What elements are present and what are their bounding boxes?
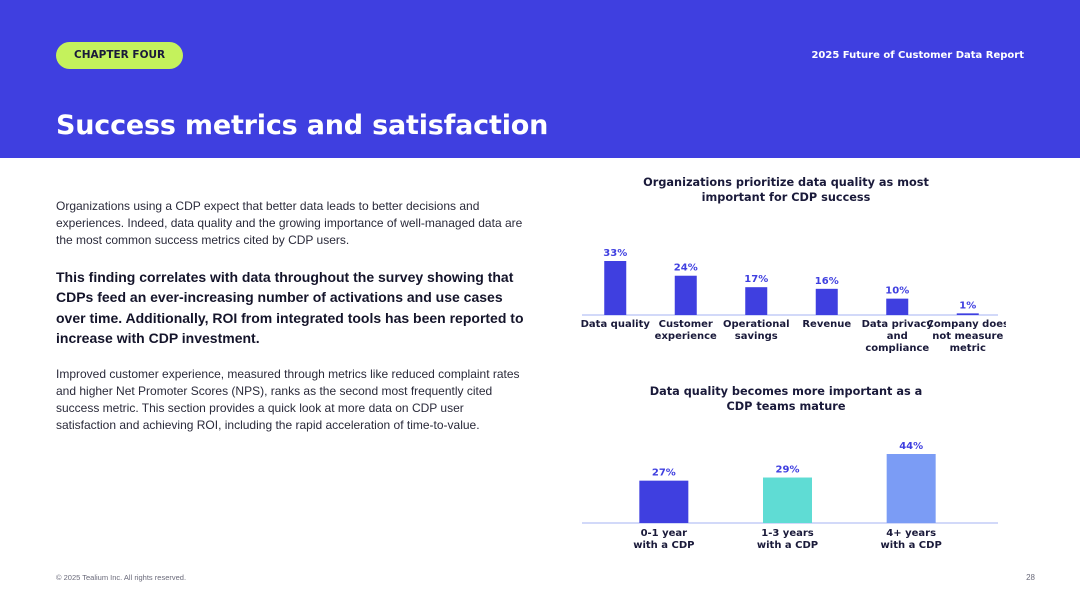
page-number: 28: [1026, 573, 1035, 582]
chart1-value-label: 10%: [885, 286, 909, 297]
chart2-value-label: 29%: [776, 465, 800, 476]
highlight-paragraph: This finding correlates with data throug…: [56, 269, 524, 346]
chart2-bar: [886, 454, 936, 523]
detail-paragraph: Improved customer experience, measured t…: [56, 367, 520, 433]
chart1-category-label: Customer experience: [655, 319, 717, 342]
page-title: Success metrics and satisfaction: [56, 110, 549, 141]
chart1-value-label: 17%: [744, 274, 768, 285]
chart2-category-label: 0-1 year with a CDP: [633, 528, 694, 551]
chart1-category-label: Revenue: [802, 319, 851, 330]
chart2-svg: 27% 0-1 year with a CDP 29% 1-3 years with a …: [582, 441, 998, 551]
report-title: 2025 Future of Customer Data Report: [811, 50, 1024, 61]
chart2-bar: [763, 477, 812, 523]
copyright: © 2025 Tealium Inc. All rights reserved.: [56, 573, 187, 582]
chart1-category-label: Company does not measure metric: [927, 319, 1006, 354]
text-column: Organizations using a CDP expect that be…: [56, 198, 526, 434]
chart1-value-label: 16%: [815, 276, 839, 287]
chart2-category-label: 1-3 years with a CDP: [757, 528, 818, 551]
chart2-value-label: 27%: [652, 468, 676, 479]
chart2-bar: [639, 480, 689, 523]
chart1-svg: 33% Data quality 24% Customer experience 17% O…: [581, 248, 1006, 354]
chart2-value-label: 44%: [899, 441, 923, 452]
chart1-value-label: 33%: [603, 248, 627, 259]
chart1-bar: [604, 261, 627, 315]
chart1-bar: [886, 298, 909, 315]
chart2-category-label: 4+ years with a CDP: [881, 528, 942, 551]
chart2-title: Data quality becomes more important as a…: [649, 385, 923, 413]
chart1-bar: [745, 287, 768, 315]
chart1-value-label: 1%: [959, 300, 976, 311]
chart1-bar: [815, 288, 838, 315]
chart1-bar: [956, 313, 979, 315]
chart1-value-label: 24%: [674, 263, 698, 274]
chart1-category-label: Data privacy and compliance: [862, 319, 934, 354]
chart1-category-label: Operational savings: [723, 319, 790, 342]
chart1-category-label: Data quality: [581, 319, 651, 330]
chart1-bar: [674, 275, 697, 315]
chart1-title: Organizations prioritize data quality as…: [643, 176, 929, 204]
intro-paragraph: Organizations using a CDP expect that be…: [56, 199, 523, 247]
chapter-badge: CHAPTER FOUR: [56, 42, 184, 69]
header-banner: CHAPTER FOUR 2025 Future of Customer Dat…: [0, 0, 1080, 158]
